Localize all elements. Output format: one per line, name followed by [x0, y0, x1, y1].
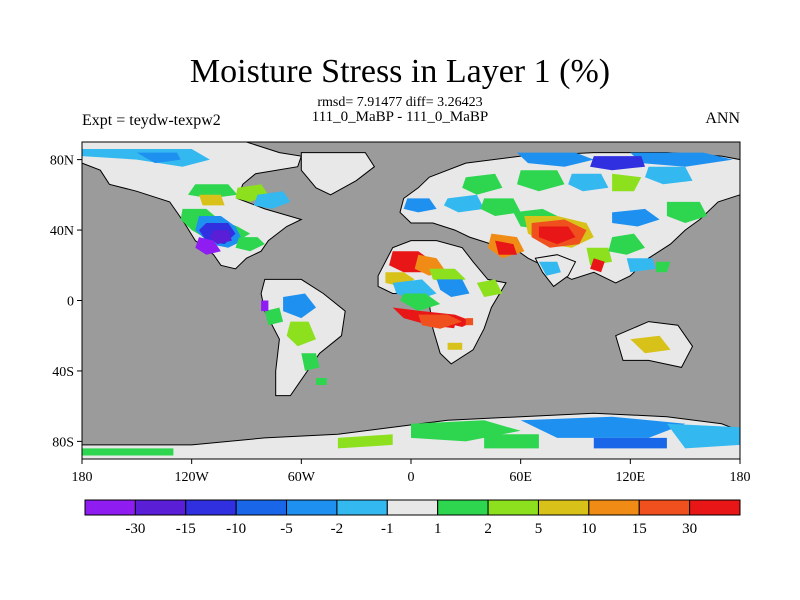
colorbar-label: 10 [581, 521, 596, 537]
antarctica-blue-east [520, 416, 686, 438]
colorbar-swatch [286, 499, 338, 516]
coastal-violet-patch [261, 300, 269, 312]
us-purple-core [209, 230, 232, 245]
brazil-lime-patch [286, 321, 316, 347]
equatorial-orange-band [418, 314, 463, 329]
longitude-labels: 180 120W 60W 0 60E 120E 180 [72, 459, 751, 485]
southern-africa-neutral [451, 325, 470, 343]
colorbar-swatch [235, 499, 288, 516]
east-europe-cyan [443, 194, 485, 213]
colorbar-swatch [437, 499, 489, 516]
colorbar-label: 15 [632, 521, 647, 537]
colorbar-label: -1 [381, 521, 394, 537]
lon-tick-label: 0 [408, 470, 415, 485]
congo-green-patch [400, 293, 441, 312]
india-cyan-patch [538, 261, 561, 276]
lon-tick-label: 60W [288, 470, 316, 485]
colorbar-swatch [588, 499, 640, 516]
greenland-land [300, 152, 376, 196]
mongolia-blue [612, 208, 660, 227]
colorbar-label: -15 [176, 521, 196, 537]
central-asia-red-core [538, 226, 576, 245]
kamchatka-green [666, 201, 708, 223]
lon-tick-label: 180 [72, 470, 93, 485]
siberia-dark-blue [590, 156, 645, 171]
australia-yellow-patch [630, 335, 671, 354]
colorbar-swatch [134, 499, 187, 516]
south-africa-yellow-dot [447, 342, 463, 350]
antarctica-cyan-east [666, 423, 740, 449]
far-east-cyan [645, 166, 693, 185]
indochina-red [590, 258, 605, 273]
colorbar-label: 30 [682, 521, 697, 537]
colorbar-label: 2 [484, 521, 492, 537]
antarctica-lime-weddell [337, 434, 393, 449]
lat-tick-label: 80S [52, 435, 74, 450]
period-subtitle: 111_0_MaBP - 111_0_MaBP [311, 109, 489, 125]
lon-tick-label: 180 [730, 470, 751, 485]
colorbar: -30 -15 -10 -5 -2 -1 1 2 5 10 15 30 [84, 499, 741, 537]
colorbar-swatch [638, 499, 691, 516]
east-siberia-blue [630, 152, 733, 167]
arabia-red [495, 240, 517, 255]
central-siberia-cyan [568, 173, 609, 192]
colorbar-label: 5 [535, 521, 543, 537]
southeast-coast-cyan [626, 258, 656, 273]
lat-tick-label: 80N [50, 154, 74, 169]
lon-tick-label: 120W [175, 470, 210, 485]
siberia-arctic-blue [517, 152, 594, 167]
north-america-land [81, 141, 303, 270]
land-fields [81, 141, 741, 460]
arctic-cyan-patch [82, 149, 210, 167]
antarctica-blue-central [593, 437, 667, 449]
experiment-label: Expt = teydw-texpw2 [82, 112, 221, 129]
pampas-green-patch [301, 353, 320, 371]
lat-tick-label: 40S [52, 365, 74, 380]
antarctica-green-west [411, 420, 521, 442]
colorbar-swatch [84, 499, 136, 516]
colorbar-label: -10 [226, 521, 246, 537]
southeast-green-patch [235, 237, 265, 252]
colorbar-swatch [487, 499, 539, 516]
west-siberia-green [517, 170, 565, 192]
yakutia-lime [612, 173, 642, 192]
colorbar-label: -30 [125, 521, 145, 537]
amazon-blue-patch [283, 293, 316, 319]
colorbar-swatch [689, 499, 741, 516]
colorbar-label: 1 [434, 521, 442, 537]
lat-tick-label: 40N [50, 224, 74, 239]
lon-tick-label: 120E [616, 470, 646, 485]
colorbar-label: -2 [331, 521, 344, 537]
antarctica-green-central [484, 434, 539, 449]
atlantic-island-green [316, 378, 327, 385]
arctic-blue-patch [136, 152, 181, 164]
colorbar-swatch [336, 499, 388, 516]
china-green [608, 233, 645, 255]
central-africa-blue-patch [436, 279, 470, 297]
mexico-violet-patch [195, 237, 221, 255]
latitude-labels: 80N 40N 0 40S 80S [50, 154, 82, 450]
antarctica-green-ross [82, 448, 174, 456]
east-africa-orange-dot [465, 318, 474, 326]
rmsd-diff-stats: rmsd= 7.91477 diff= 3.26423 [317, 95, 483, 110]
canada-yellow-patch [199, 194, 225, 206]
map-plot-area [81, 141, 741, 460]
season-label: ANN [705, 110, 740, 127]
lon-tick-label: 60E [509, 470, 532, 485]
chart-title: Moisture Stress in Layer 1 (%) [189, 53, 611, 90]
colorbar-label: -5 [280, 521, 293, 537]
lat-tick-label: 0 [67, 295, 74, 310]
europe-blue-patch [403, 198, 437, 213]
colorbar-swatch [537, 499, 590, 516]
horn-lime-patch [476, 279, 503, 297]
colorbar-swatch [386, 499, 439, 516]
scandinavia-green [462, 173, 503, 195]
sahel-lime-patch [429, 268, 466, 283]
urals-green [480, 198, 521, 216]
andes-green-patch [264, 307, 284, 326]
pacific-coast-green [655, 261, 671, 273]
quebec-cyan-patch [253, 191, 291, 209]
colorbar-swatch [185, 499, 237, 516]
